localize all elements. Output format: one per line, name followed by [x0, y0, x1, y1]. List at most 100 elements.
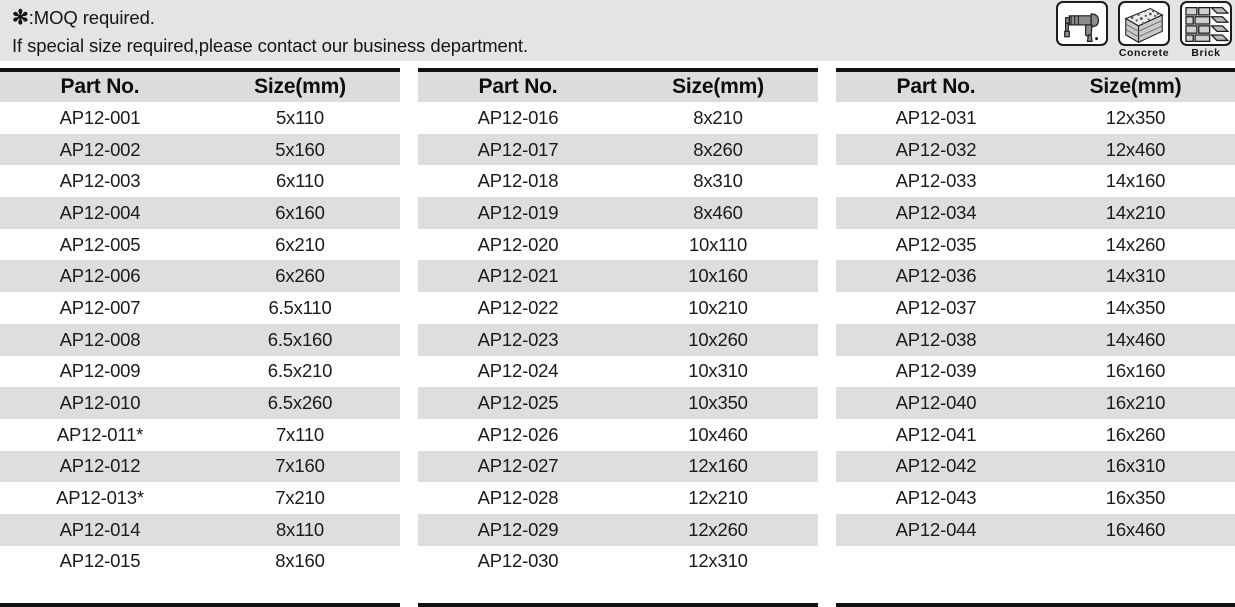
cell-part-no: AP12-028: [477, 487, 559, 509]
table-top-rule: [836, 68, 1235, 72]
table-body: AP12-031 12x350 AP12-032 12x460 AP12-033 14x1…: [836, 102, 1235, 546]
parts-table-column-3: Part No. Size(mm) AP12-031 12x350 AP12-032…: [836, 68, 1235, 607]
table-row: AP12-025 10x350: [418, 387, 818, 419]
table-row: AP12-027 12x160: [418, 450, 818, 483]
cell-size: 12x350: [1105, 106, 1166, 128]
table-header-row: Part No. Size(mm): [836, 72, 1235, 102]
cell-size: 14x260: [1105, 233, 1166, 255]
cell-part-no: AP12-003: [59, 170, 141, 192]
app-icon-hammer-drill: [1053, 1, 1111, 47]
table-bottom-rule: [418, 603, 818, 607]
column-header-size: Size(mm): [1089, 75, 1182, 98]
cell-size: 14x210: [1105, 201, 1166, 223]
cell-size: 10x460: [688, 423, 748, 445]
table-row: AP12-009 6.5x210: [0, 355, 400, 388]
cell-part-no: AP12-019: [477, 201, 559, 223]
table-row: AP12-013* 7x210: [0, 482, 400, 514]
cell-size: 8x460: [693, 201, 743, 223]
cell-part-no: AP12-013*: [56, 487, 144, 509]
column-header-part-no: Part No.: [60, 75, 140, 98]
app-icon-brick: Brick: [1177, 1, 1235, 59]
cell-size: 6x260: [275, 265, 325, 287]
cell-part-no: AP12-007: [59, 296, 141, 318]
cell-part-no: AP12-023: [477, 328, 559, 350]
brick-icon: [1180, 1, 1232, 46]
cell-part-no: AP12-024: [477, 360, 559, 382]
cell-size: 6x160: [275, 201, 325, 223]
cell-part-no: AP12-043: [895, 487, 977, 509]
concrete-icon: [1118, 1, 1170, 46]
column-header-part-no: Part No.: [896, 75, 976, 98]
table-row: AP12-035 14x260: [836, 228, 1235, 261]
cell-size: 10x310: [688, 360, 748, 382]
note-special-size: If special size required,please contact …: [12, 35, 528, 56]
cell-part-no: AP12-040: [895, 392, 977, 414]
cell-part-no: AP12-032: [895, 138, 977, 160]
cell-size: 14x160: [1105, 170, 1166, 192]
table-row: AP12-031 12x350: [836, 102, 1235, 134]
app-icon-caption: Brick: [1191, 47, 1221, 59]
table-row: AP12-037 14x350: [836, 292, 1235, 324]
cell-size: 7x110: [275, 423, 325, 445]
table-row: AP12-002 5x160: [0, 133, 400, 166]
cell-part-no: AP12-016: [477, 106, 559, 128]
table-row: AP12-014 8x110: [0, 513, 400, 546]
note-moq-text: :MOQ required.: [28, 7, 155, 28]
cell-part-no: AP12-027: [477, 455, 559, 477]
table-row: AP12-010 6.5x260: [0, 387, 400, 419]
cell-part-no: AP12-022: [477, 296, 559, 318]
table-bottom-rule: [0, 603, 400, 607]
parts-table-column-1: Part No. Size(mm) AP12-001 5x110 AP12-002 5…: [0, 68, 400, 607]
table-row: AP12-032 12x460: [836, 133, 1235, 166]
table-row: AP12-042 16x310: [836, 450, 1235, 483]
cell-size: 6.5x160: [267, 328, 333, 350]
cell-size: 16x310: [1105, 455, 1166, 477]
app-icon-caption: Concrete: [1118, 47, 1170, 59]
cell-size: 16x160: [1105, 360, 1166, 382]
table-row: AP12-015 8x160: [0, 545, 400, 578]
table-body-wrapper: AP12-031 12x350 AP12-032 12x460 AP12-033 14x1…: [836, 102, 1235, 607]
cell-part-no: AP12-005: [59, 233, 141, 255]
cell-part-no: AP12-037: [895, 296, 977, 318]
cell-size: 12x260: [688, 518, 748, 540]
cell-part-no: AP12-001: [59, 106, 141, 128]
table-row: AP12-041 16x260: [836, 418, 1235, 451]
column-header-size: Size(mm): [672, 75, 764, 98]
table-row: AP12-040 16x210: [836, 387, 1235, 419]
cell-part-no: AP12-014: [59, 518, 141, 540]
app-icon-concrete: Concrete: [1115, 1, 1173, 59]
table-top-rule: [418, 68, 818, 72]
asterisk-icon: ✻: [12, 7, 29, 29]
cell-part-no: AP12-030: [477, 550, 559, 572]
table-row: AP12-007 6.5x110: [0, 292, 400, 324]
cell-size: 10x350: [688, 392, 748, 414]
cell-part-no: AP12-004: [59, 201, 141, 223]
table-row: AP12-038 14x460: [836, 323, 1235, 356]
cell-part-no: AP12-025: [477, 392, 559, 414]
table-body-wrapper: AP12-016 8x210 AP12-017 8x260 AP12-018 8x310 A…: [418, 102, 818, 607]
note-moq: ✻:MOQ required.: [12, 4, 892, 32]
table-row: AP12-033 14x160: [836, 165, 1235, 198]
cell-part-no: AP12-021: [477, 265, 559, 287]
table-row: AP12-026 10x460: [418, 418, 818, 451]
cell-size: 6.5x260: [267, 392, 333, 414]
cell-part-no: AP12-031: [895, 106, 977, 128]
cell-part-no: AP12-018: [477, 170, 559, 192]
table-header-row: Part No. Size(mm): [418, 72, 818, 102]
cell-part-no: AP12-010: [59, 392, 141, 414]
cell-size: 16x210: [1105, 392, 1166, 414]
table-row: AP12-016 8x210: [418, 102, 818, 134]
cell-part-no: AP12-029: [477, 518, 559, 540]
cell-size: 16x460: [1105, 518, 1166, 540]
cell-size: 6.5x110: [268, 296, 332, 318]
table-row: AP12-001 5x110: [0, 102, 400, 134]
cell-size: 12x310: [688, 550, 748, 572]
cell-part-no: AP12-044: [895, 518, 977, 540]
cell-size: 14x460: [1105, 328, 1166, 350]
cell-size: 8x110: [275, 518, 325, 540]
cell-size: 12x210: [688, 487, 748, 509]
cell-size: 8x210: [693, 106, 743, 128]
table-row: AP12-024 10x310: [418, 355, 818, 388]
table-row: AP12-003 6x110: [0, 165, 400, 198]
cell-size: 6x210: [275, 233, 325, 255]
